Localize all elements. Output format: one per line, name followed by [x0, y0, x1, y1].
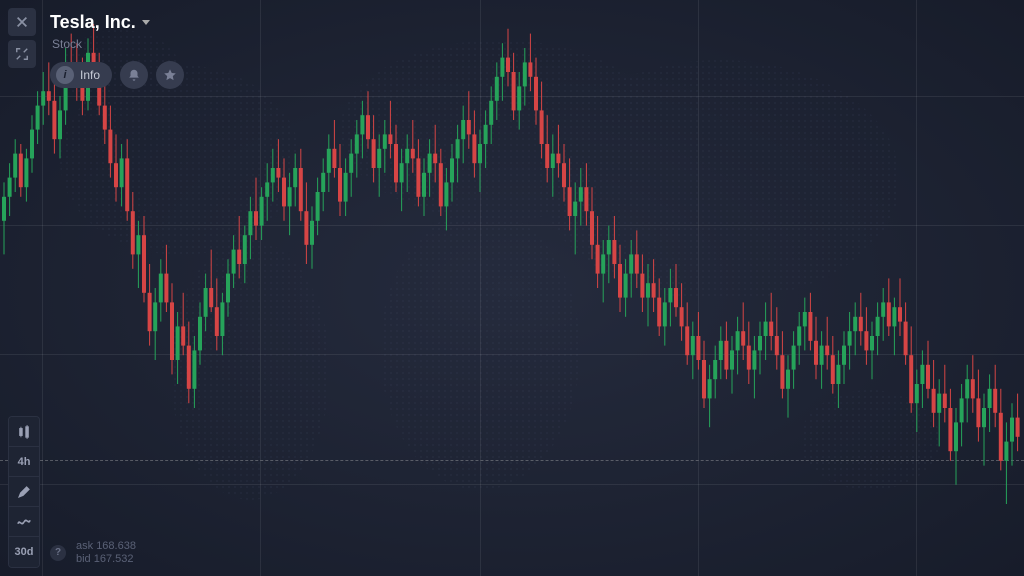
close-button[interactable]: [8, 8, 36, 36]
info-button[interactable]: i Info: [50, 62, 112, 88]
fullscreen-toggle-button[interactable]: [8, 40, 36, 68]
ask-value: 168.638: [96, 540, 136, 552]
help-icon[interactable]: ?: [50, 545, 66, 561]
instrument-selector[interactable]: Tesla, Inc.: [50, 12, 184, 33]
chart-type-button[interactable]: [9, 417, 39, 447]
alerts-button[interactable]: [120, 61, 148, 89]
timeframe-button[interactable]: 4h: [9, 447, 39, 477]
bid-label: bid: [76, 553, 91, 565]
instrument-title: Tesla, Inc.: [50, 12, 136, 33]
range-button[interactable]: 30d: [9, 537, 39, 567]
chevron-down-icon: [142, 20, 150, 25]
draw-button[interactable]: [9, 477, 39, 507]
info-label: Info: [80, 68, 100, 82]
ask-label: ask: [76, 540, 93, 552]
quote-block: ask 168.638 bid 167.532: [76, 540, 136, 566]
bid-value: 167.532: [94, 553, 134, 565]
favorite-button[interactable]: [156, 61, 184, 89]
instrument-type-label: Stock: [52, 37, 184, 51]
info-icon: i: [56, 66, 74, 84]
indicators-button[interactable]: [9, 507, 39, 537]
